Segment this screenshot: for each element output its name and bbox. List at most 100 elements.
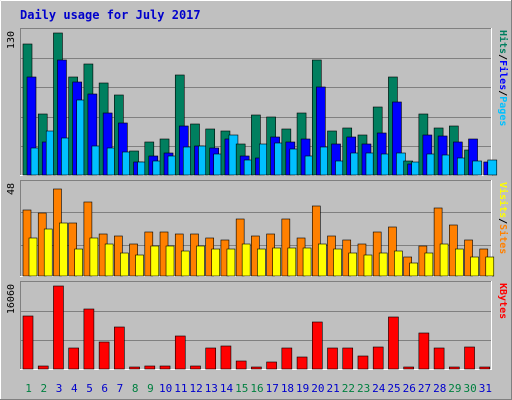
legend-entry: /	[497, 90, 508, 96]
day-label: 30	[464, 382, 477, 395]
bar-kbytes	[190, 365, 201, 370]
bar-kbytes	[144, 365, 156, 370]
bar-sites	[433, 207, 443, 277]
bar-visits	[196, 245, 205, 277]
bar-visits	[485, 256, 495, 277]
bar-visits	[272, 247, 281, 277]
bar-kbytes	[22, 315, 34, 370]
day-label: 24	[372, 382, 386, 395]
bar-kbytes	[37, 365, 49, 370]
day-label: 20	[311, 382, 324, 395]
bar-visits	[241, 243, 251, 277]
bar-visits	[211, 248, 221, 277]
bar-visits	[409, 262, 418, 277]
legend-entry: Pages	[497, 96, 508, 126]
day-label: 9	[147, 382, 154, 395]
day-label: 27	[418, 382, 431, 395]
bar-kbytes	[174, 335, 186, 370]
bar-visits	[165, 245, 175, 277]
bar-visits	[74, 248, 83, 277]
bar-kbytes	[372, 346, 384, 370]
day-label: 26	[403, 382, 416, 395]
bar-kbytes	[433, 347, 445, 370]
y-max-label: 16060	[6, 284, 17, 314]
bar-kbytes	[251, 366, 262, 370]
day-label: 16	[250, 382, 263, 395]
bar-visits	[59, 222, 68, 277]
legend-entry: /	[497, 54, 508, 60]
bar-kbytes	[235, 360, 247, 370]
bar-visits	[378, 252, 388, 277]
day-label: 18	[281, 382, 294, 395]
bar-pages	[472, 160, 482, 176]
bar-visits	[348, 252, 358, 277]
bar-visits	[363, 254, 373, 277]
bar-visits	[150, 245, 160, 277]
bar-visits	[180, 250, 190, 277]
bar-visits	[135, 254, 144, 277]
legend-entry: Sites	[497, 224, 509, 254]
bar-kbytes	[266, 361, 277, 370]
legend-entry: Visits	[497, 182, 509, 218]
bar-visits	[470, 256, 479, 277]
day-label: 23	[357, 382, 370, 395]
bar-kbytes	[327, 347, 338, 370]
day-label: 11	[174, 382, 187, 395]
day-label: 31	[479, 382, 492, 395]
y-max-label: 130	[6, 31, 17, 49]
bar-kbytes	[159, 365, 171, 370]
bar-kbytes	[114, 326, 125, 370]
bar-sites	[281, 218, 291, 277]
legend-entry: Hits	[497, 30, 509, 54]
legend-entry: KBytes	[497, 283, 508, 319]
bar-visits	[120, 252, 129, 277]
bar-kbytes	[449, 366, 460, 370]
bar-kbytes	[357, 355, 369, 370]
bar-sites	[311, 205, 321, 277]
chart-title: Daily usage for July 2017	[20, 8, 201, 22]
bar-kbytes	[464, 346, 475, 370]
bar-visits	[89, 237, 99, 277]
bar-kbytes	[205, 347, 217, 370]
day-label: 21	[327, 382, 340, 395]
bar-visits	[424, 252, 434, 277]
day-label: 13	[205, 382, 218, 395]
day-label: 8	[132, 382, 139, 395]
day-label: 7	[117, 382, 124, 395]
bar-visits	[257, 248, 266, 277]
bar-kbytes	[388, 316, 399, 370]
day-label: 3	[56, 382, 63, 395]
bar-kbytes	[220, 345, 232, 370]
bar-visits	[28, 237, 38, 277]
bar-visits	[226, 248, 236, 277]
bar-kbytes	[83, 308, 95, 370]
bar-visits	[333, 248, 342, 277]
day-label: 12	[189, 382, 202, 395]
legend-entry: /	[497, 218, 508, 224]
panel-legend: Hits/Files/Pages	[497, 30, 509, 126]
bar-kbytes	[342, 347, 354, 370]
legend-entry: Files	[497, 60, 509, 90]
bar-kbytes	[479, 366, 491, 370]
day-label: 10	[159, 382, 172, 395]
y-max-label: 48	[6, 183, 17, 195]
bar-kbytes	[129, 366, 140, 370]
day-label: 29	[448, 382, 461, 395]
bar-kbytes	[53, 285, 64, 370]
bar-kbytes	[296, 356, 308, 370]
day-label: 17	[266, 382, 279, 395]
day-label: 1	[25, 382, 32, 395]
day-label: 22	[342, 382, 355, 395]
bar-visits	[104, 243, 114, 277]
day-label: 2	[41, 382, 48, 395]
bar-pages	[487, 159, 498, 176]
bar-kbytes	[281, 347, 293, 370]
bar-visits	[302, 247, 312, 277]
bar-kbytes	[418, 332, 430, 370]
bar-visits	[455, 248, 464, 277]
day-label: 4	[71, 382, 78, 395]
day-label: 28	[433, 382, 446, 395]
panel-legend: KBytes	[497, 283, 508, 319]
bar-visits	[394, 250, 403, 277]
